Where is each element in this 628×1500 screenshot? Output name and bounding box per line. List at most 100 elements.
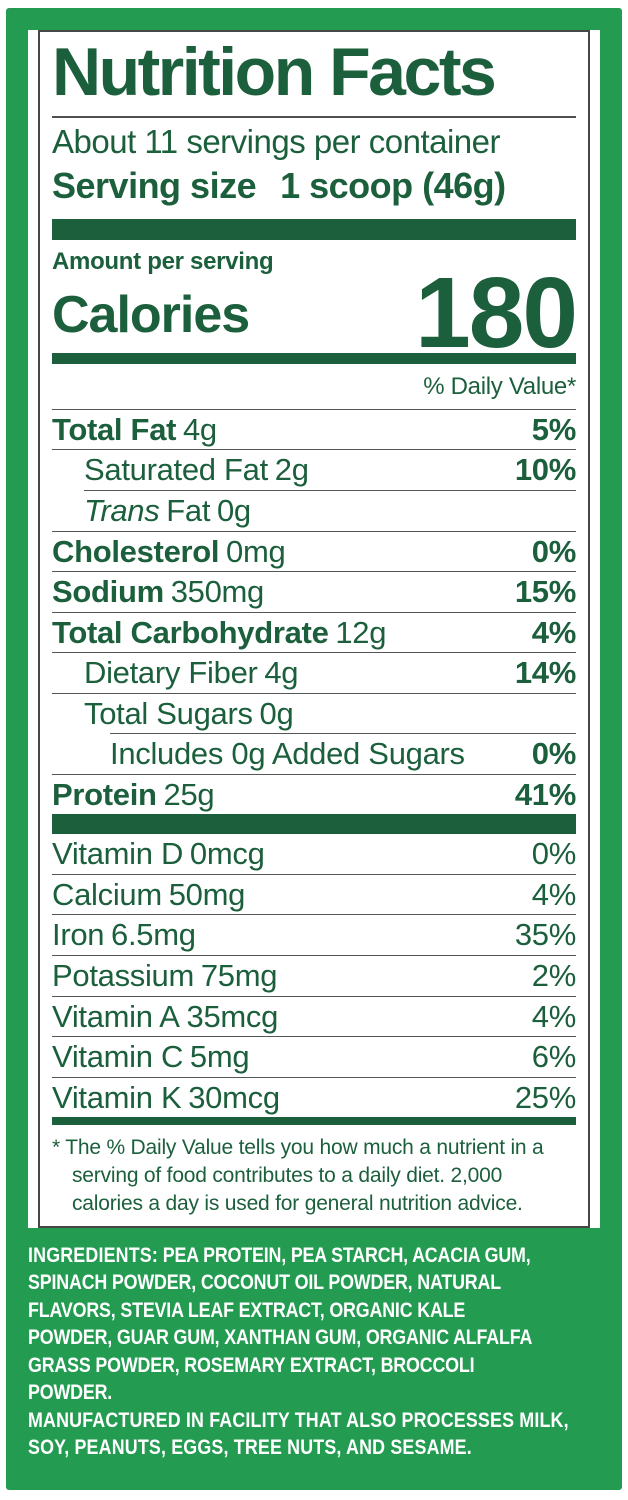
thick-bar-calories xyxy=(52,352,576,364)
separator xyxy=(52,1036,576,1038)
nutrient-dv: 15% xyxy=(514,574,576,610)
nutrient-amount: 25g xyxy=(163,776,215,812)
vitamin-amount: 35mcg xyxy=(186,998,279,1034)
vitamin-row-potassium: Potassium 75mg 2% xyxy=(52,956,576,996)
daily-value-footnote: * The % Daily Value tells you how much a… xyxy=(52,1136,544,1216)
nutrient-name: Trans Fat 0g xyxy=(84,492,251,528)
vitamin-row-vitamin-c: Vitamin C 5mg 6% xyxy=(52,1037,576,1077)
vitamin-name: Vitamin A 35mcg xyxy=(52,998,279,1034)
nutrient-dv: 0% xyxy=(531,736,577,772)
nutrient-dv: 5% xyxy=(531,411,577,447)
vitamin-amount: 0mcg xyxy=(189,836,265,872)
vitamin-row-iron: Iron 6.5mg 35% xyxy=(52,915,576,955)
nutrient-name: Total Carbohydrate 12g xyxy=(52,614,387,650)
nutrient-row-saturated-fat: Saturated Fat 2g 10% xyxy=(52,450,576,490)
nutrient-amount: 4g xyxy=(182,411,217,447)
vitamin-amount: 75mg xyxy=(200,957,278,993)
vitamin-dv: 2% xyxy=(531,957,577,993)
ingredients-label: INGREDIENTS: xyxy=(28,1243,158,1267)
vitamin-amount: 50mg xyxy=(168,876,246,912)
nutrient-row-trans-fat: Trans Fat 0g xyxy=(52,491,576,531)
separator xyxy=(52,692,576,694)
vitamin-dv: 6% xyxy=(531,1039,577,1075)
separator xyxy=(52,571,576,573)
thick-bar-footnote xyxy=(52,1117,576,1126)
nutrient-amount: 4g xyxy=(264,655,299,691)
vitamin-row-calcium: Calcium 50mg 4% xyxy=(52,875,576,915)
nutrient-name: Total Fat 4g xyxy=(52,411,217,447)
nutrient-amount: 0g xyxy=(259,695,294,731)
separator xyxy=(52,1076,576,1078)
facts-box: Nutrition Facts About 11 servings per co… xyxy=(38,30,590,1228)
thick-bar-top xyxy=(52,219,576,241)
separator xyxy=(52,652,576,654)
nutrition-label: Nutrition Facts About 11 servings per co… xyxy=(6,8,622,1490)
vitamin-amount: 5mg xyxy=(189,1039,250,1075)
thick-bar-protein xyxy=(52,814,576,835)
vitamin-dv: 0% xyxy=(531,836,577,872)
nutrient-dv: 41% xyxy=(514,776,576,812)
vitamin-name: Potassium 75mg xyxy=(52,957,278,993)
vitamin-amount: 6.5mg xyxy=(111,917,196,953)
nutrient-row-protein: Protein 25g 41% xyxy=(52,775,576,815)
nutrient-row-total-fat: Total Fat 4g 5% xyxy=(52,410,576,450)
nutrient-name: Saturated Fat 2g xyxy=(84,452,309,488)
nutrient-dv: 14% xyxy=(514,655,576,691)
nutrient-name: Dietary Fiber 4g xyxy=(84,655,299,691)
nutrient-row-total-carbohydrate: Total Carbohydrate 12g 4% xyxy=(52,613,576,653)
nutrient-dv: 10% xyxy=(514,452,576,488)
calories-label: Calories xyxy=(52,285,250,344)
ingredients-section: INGREDIENTS: PEA PROTEIN, PEA STARCH, AC… xyxy=(28,1242,600,1462)
vitamin-name: Vitamin D 0mcg xyxy=(52,836,265,872)
amount-per-serving-label: Amount per serving xyxy=(52,248,274,276)
serving-size-label: Serving size xyxy=(52,164,257,206)
nutrient-amount: 2g xyxy=(274,452,309,488)
separator xyxy=(52,873,576,875)
allergen-statement: MANUFACTURED IN FACILITY THAT ALSO PROCE… xyxy=(28,1408,569,1460)
vitamin-name: Calcium 50mg xyxy=(52,876,246,912)
nutrient-row-dietary-fiber: Dietary Fiber 4g 14% xyxy=(52,653,576,693)
nutrient-name: Includes 0g Added Sugars xyxy=(110,736,465,772)
nutrient-name: Total Sugars 0g xyxy=(84,695,294,731)
vitamin-row-vitamin-k: Vitamin K 30mcg 25% xyxy=(52,1078,576,1118)
nutrient-amount: 0g xyxy=(216,492,251,528)
nutrient-amount: 350mg xyxy=(170,574,265,610)
serving-size-row: Serving size 1 scoop (46g) xyxy=(52,165,576,207)
nutrient-name: Sodium 350mg xyxy=(52,574,265,610)
daily-value-header: % Daily Value* xyxy=(423,372,576,400)
vitamin-dv: 4% xyxy=(531,876,577,912)
nutrient-name: Protein 25g xyxy=(52,776,215,812)
separator xyxy=(52,611,576,613)
vitamin-name: Vitamin C 5mg xyxy=(52,1039,250,1075)
separator xyxy=(84,489,576,491)
nutrient-amount: 12g xyxy=(335,614,387,650)
nutrient-row-added-sugars: Includes 0g Added Sugars 0% xyxy=(52,734,576,774)
nutrient-dv: 4% xyxy=(531,614,577,650)
separator xyxy=(52,408,576,410)
vitamin-row-vitamin-a: Vitamin A 35mcg 4% xyxy=(52,997,576,1037)
servings-per-container: About 11 servings per container xyxy=(52,123,501,161)
label-title: Nutrition Facts xyxy=(52,34,497,110)
vitamin-dv: 25% xyxy=(514,1079,576,1115)
nutrient-row-total-sugars: Total Sugars 0g xyxy=(52,694,576,734)
vitamin-dv: 35% xyxy=(514,917,576,953)
separator xyxy=(52,773,576,775)
separator xyxy=(52,954,576,956)
calories-value: 180 xyxy=(415,256,578,369)
separator xyxy=(52,914,576,916)
vitamin-name: Iron 6.5mg xyxy=(52,917,196,953)
label-panel: Nutrition Facts About 11 servings per co… xyxy=(28,30,600,1228)
vitamin-name: Vitamin K 30mcg xyxy=(52,1079,280,1115)
title-divider xyxy=(52,116,576,119)
nutrient-dv: 0% xyxy=(531,533,577,569)
serving-size-value: 1 scoop (46g) xyxy=(280,164,506,206)
separator xyxy=(52,449,576,451)
nutrient-name: Cholesterol 0mg xyxy=(52,533,286,569)
separator xyxy=(110,733,576,735)
nutrient-row-cholesterol: Cholesterol 0mg 0% xyxy=(52,532,576,572)
nutrient-amount: 0mg xyxy=(226,533,286,569)
separator xyxy=(52,530,576,532)
vitamin-dv: 4% xyxy=(531,998,577,1034)
vitamin-row-vitamin-d: Vitamin D 0mcg 0% xyxy=(52,834,576,874)
ingredients-list: INGREDIENTS: PEA PROTEIN, PEA STARCH, AC… xyxy=(28,1243,533,1405)
